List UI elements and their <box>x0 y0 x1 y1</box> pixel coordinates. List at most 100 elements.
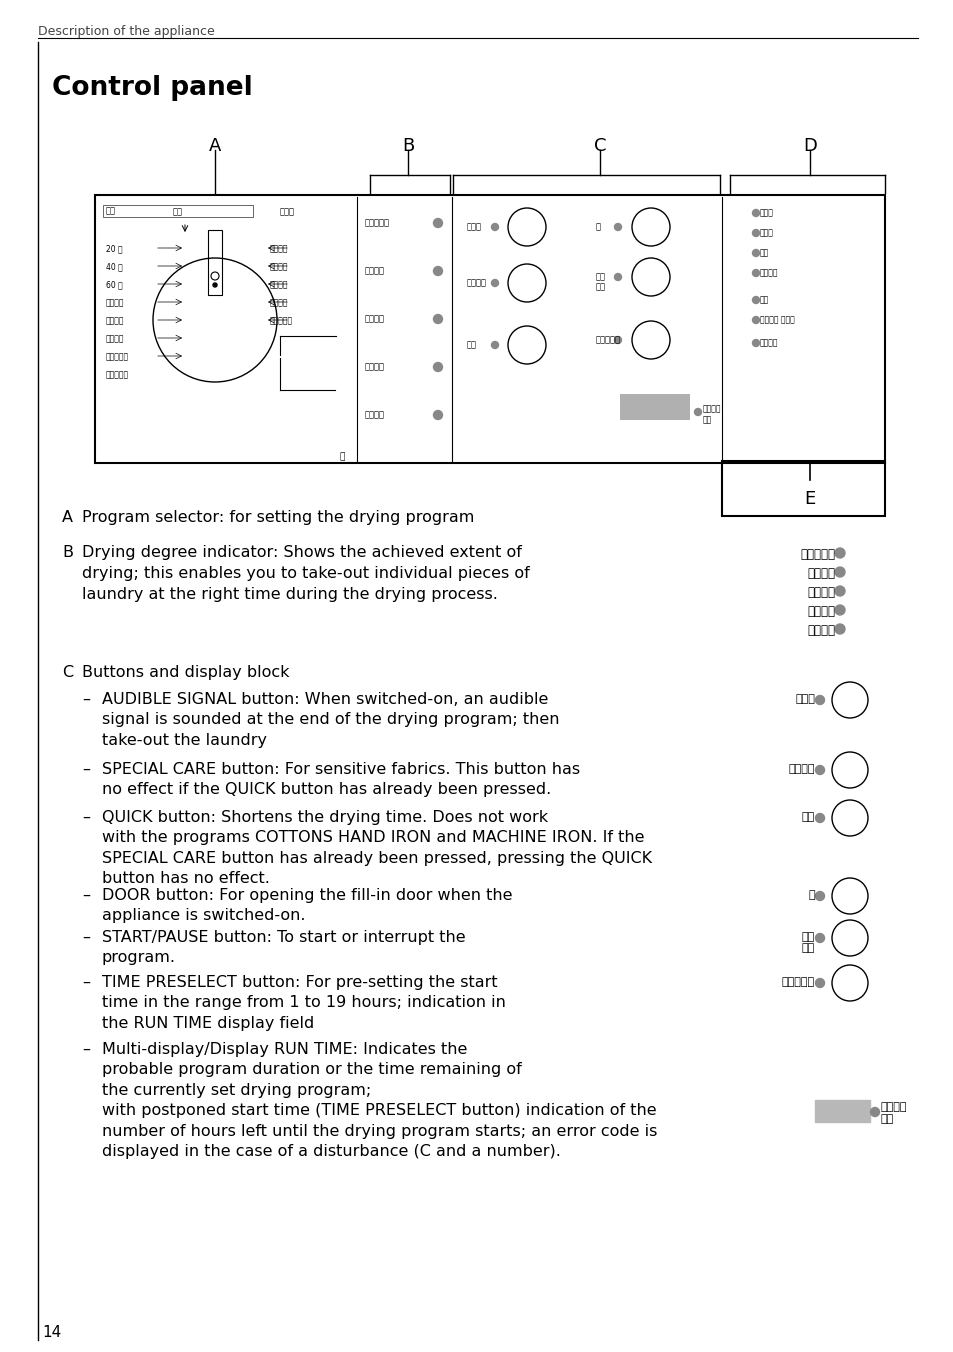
Circle shape <box>752 250 759 257</box>
Text: 급속: 급속 <box>467 339 476 349</box>
Circle shape <box>491 280 498 287</box>
Text: 녹녹건조: 녹녹건조 <box>106 297 125 307</box>
Text: QUICK button: Shortens the drying time. Does not work
with the programs COTTONS : QUICK button: Shortens the drying time. … <box>102 810 652 886</box>
Text: 경고음: 경고음 <box>467 222 481 231</box>
Circle shape <box>834 585 844 596</box>
Text: START/PAUSE button: To start or interrupt the
program.: START/PAUSE button: To start or interrup… <box>102 930 465 965</box>
Text: 방풍: 방풍 <box>106 206 116 215</box>
Text: 특별취급: 특별취급 <box>467 279 486 287</box>
Circle shape <box>433 266 442 276</box>
Bar <box>619 393 689 420</box>
Text: 기계다림질: 기계다림질 <box>270 316 293 324</box>
Text: 중지: 중지 <box>801 942 814 953</box>
Text: 문: 문 <box>807 890 814 900</box>
Text: –: – <box>82 888 90 903</box>
Circle shape <box>752 269 759 277</box>
Circle shape <box>433 411 442 419</box>
Text: TIME PRESELECT button: For pre-setting the start
time in the range from 1 to 19 : TIME PRESELECT button: For pre-setting t… <box>102 975 505 1030</box>
Text: 필터번소: 필터번소 <box>760 338 778 347</box>
Text: –: – <box>82 810 90 825</box>
Text: 손다침질: 손다침질 <box>806 566 834 580</box>
Circle shape <box>752 230 759 237</box>
Text: 마목건조: 마목건조 <box>106 316 125 324</box>
Text: 급속: 급속 <box>801 813 814 822</box>
Text: 선조음: 선조음 <box>760 208 773 218</box>
Text: 귀금용이율: 귀금용이율 <box>106 370 129 379</box>
Text: 실내용: 실내용 <box>280 207 294 216</box>
Circle shape <box>752 339 759 346</box>
Text: 녹녹건조: 녹녹건조 <box>270 280 288 289</box>
Circle shape <box>614 273 620 280</box>
Text: 문: 문 <box>596 222 600 231</box>
Circle shape <box>752 296 759 303</box>
Text: 프로그램
시간: 프로그램 시간 <box>880 1102 906 1125</box>
Text: 면: 면 <box>339 452 345 461</box>
Text: 손다침질: 손다침질 <box>270 297 288 307</box>
Circle shape <box>752 316 759 323</box>
Circle shape <box>491 223 498 230</box>
Text: Multi-display/Display RUN TIME: Indicates the
probable program duration or the t: Multi-display/Display RUN TIME: Indicate… <box>102 1042 657 1159</box>
Text: B: B <box>401 137 414 155</box>
Text: 기계다림질: 기계다림질 <box>365 218 390 227</box>
Circle shape <box>834 604 844 615</box>
Circle shape <box>815 765 823 775</box>
Circle shape <box>815 933 823 942</box>
Bar <box>814 1101 869 1122</box>
Text: 녹녹건조: 녹녹건조 <box>365 314 385 323</box>
Circle shape <box>752 210 759 216</box>
Text: 가동: 가동 <box>801 932 814 942</box>
Text: 바목건조: 바목건조 <box>365 362 385 370</box>
Circle shape <box>834 566 844 577</box>
Text: 종료: 종료 <box>760 247 768 257</box>
Text: E: E <box>803 489 815 508</box>
Circle shape <box>614 337 620 343</box>
Text: Program selector: for setting the drying program: Program selector: for setting the drying… <box>82 510 474 525</box>
Circle shape <box>815 814 823 822</box>
Text: 특별건조: 특별건조 <box>270 243 288 253</box>
Text: 어짐: 어짐 <box>172 207 183 216</box>
Text: 40 분: 40 분 <box>106 262 123 270</box>
Text: –: – <box>82 692 90 707</box>
Text: 60 분: 60 분 <box>106 280 123 289</box>
Circle shape <box>433 219 442 227</box>
Bar <box>95 195 884 462</box>
Circle shape <box>491 342 498 349</box>
Text: 바목건조: 바목건조 <box>270 262 288 270</box>
Text: 귀금용이율: 귀금용이율 <box>106 352 129 361</box>
Text: Control panel: Control panel <box>52 74 253 101</box>
Text: AUDIBLE SIGNAL button: When switched-on, an audible
signal is sounded at the end: AUDIBLE SIGNAL button: When switched-on,… <box>102 692 558 748</box>
Text: 냉각음: 냉각음 <box>760 228 773 237</box>
Text: 녹록건조: 녹록건조 <box>806 585 834 599</box>
Text: 14: 14 <box>42 1325 61 1340</box>
Text: 특별건조: 특별건조 <box>806 625 834 637</box>
Text: A: A <box>62 510 73 525</box>
Circle shape <box>815 695 823 704</box>
Text: –: – <box>82 763 90 777</box>
Text: –: – <box>82 975 90 990</box>
Text: 기계다림질: 기계다림질 <box>800 548 834 561</box>
Text: SPECIAL CARE button: For sensitive fabrics. This button has
no effect if the QUI: SPECIAL CARE button: For sensitive fabri… <box>102 763 579 798</box>
Text: 손다침질: 손다침질 <box>365 266 385 274</box>
Circle shape <box>834 548 844 558</box>
Text: 특별취급: 특별취급 <box>788 764 814 773</box>
Text: 20 분: 20 분 <box>106 243 123 253</box>
Circle shape <box>433 362 442 372</box>
Circle shape <box>815 979 823 987</box>
Circle shape <box>869 1107 879 1117</box>
Circle shape <box>815 891 823 900</box>
Text: 바목건조: 바목건조 <box>806 604 834 618</box>
Text: 가동
중지: 가동 중지 <box>596 272 605 292</box>
Text: 급속: 급속 <box>760 295 768 304</box>
Text: 프로그램
시간: 프로그램 시간 <box>702 404 720 425</box>
Text: 예약타이머: 예약타이머 <box>596 335 620 343</box>
Text: C: C <box>62 665 73 680</box>
Text: 예약타이머: 예약타이머 <box>781 977 814 987</box>
Circle shape <box>433 315 442 323</box>
Text: D: D <box>802 137 816 155</box>
Circle shape <box>834 625 844 634</box>
Text: C: C <box>593 137 605 155</box>
Text: 경고음: 경고음 <box>794 694 814 704</box>
Circle shape <box>213 283 216 287</box>
Text: –: – <box>82 1042 90 1057</box>
Bar <box>103 206 253 218</box>
